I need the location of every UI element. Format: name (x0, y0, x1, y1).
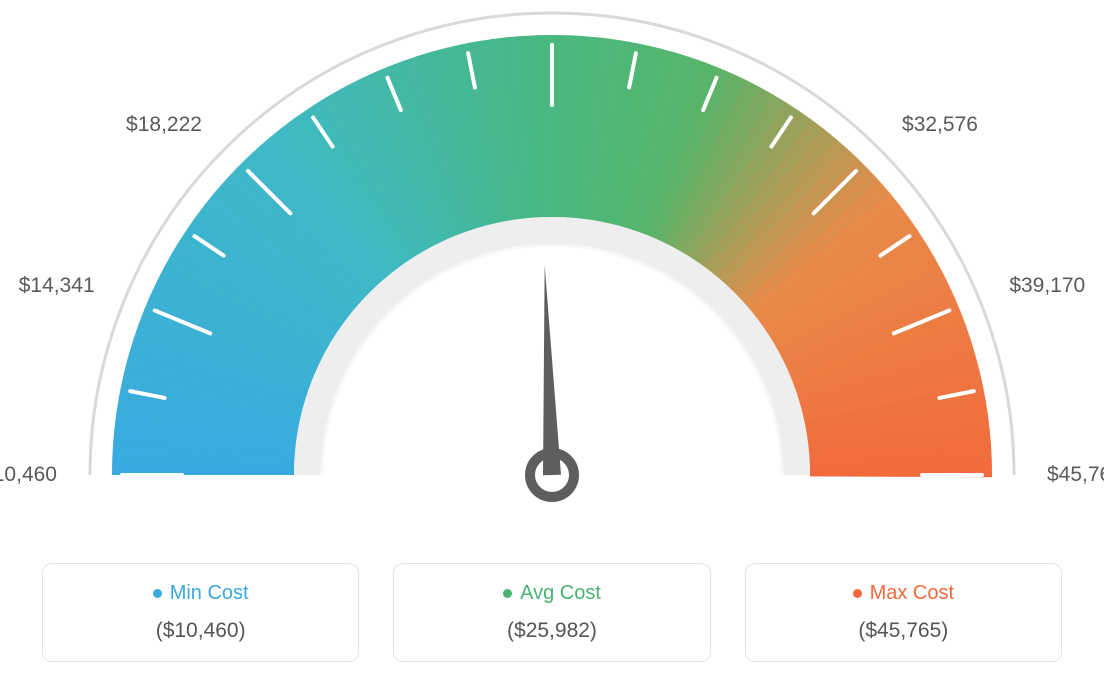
max-cost-card: Max Cost ($45,765) (745, 563, 1062, 662)
min-cost-title: Min Cost (153, 582, 249, 605)
gauge-tick-label: $14,341 (19, 274, 95, 298)
cost-gauge: $10,460$14,341$18,222$25,982$32,576$39,1… (0, 0, 1104, 540)
avg-cost-title: Avg Cost (503, 582, 601, 605)
max-cost-dot (853, 589, 862, 598)
min-cost-value: ($10,460) (53, 619, 348, 643)
max-cost-value: ($45,765) (756, 619, 1051, 643)
max-cost-title-text: Max Cost (870, 582, 954, 605)
gauge-needle (543, 265, 561, 475)
avg-cost-card: Avg Cost ($25,982) (393, 563, 710, 662)
avg-cost-value: ($25,982) (404, 619, 699, 643)
gauge-svg (0, 0, 1104, 540)
avg-cost-title-text: Avg Cost (520, 582, 601, 605)
gauge-tick-label: $10,460 (0, 463, 57, 487)
min-cost-dot (153, 589, 162, 598)
avg-cost-dot (503, 589, 512, 598)
min-cost-card: Min Cost ($10,460) (42, 563, 359, 662)
summary-cards: Min Cost ($10,460) Avg Cost ($25,982) Ma… (42, 563, 1062, 662)
gauge-tick-label: $45,765 (1047, 463, 1104, 487)
chart-container: $10,460$14,341$18,222$25,982$32,576$39,1… (0, 0, 1104, 690)
gauge-tick-label: $39,170 (1009, 274, 1085, 298)
min-cost-title-text: Min Cost (170, 582, 249, 605)
gauge-tick-label: $32,576 (902, 113, 978, 137)
max-cost-title: Max Cost (853, 582, 954, 605)
gauge-tick-label: $18,222 (126, 113, 202, 137)
